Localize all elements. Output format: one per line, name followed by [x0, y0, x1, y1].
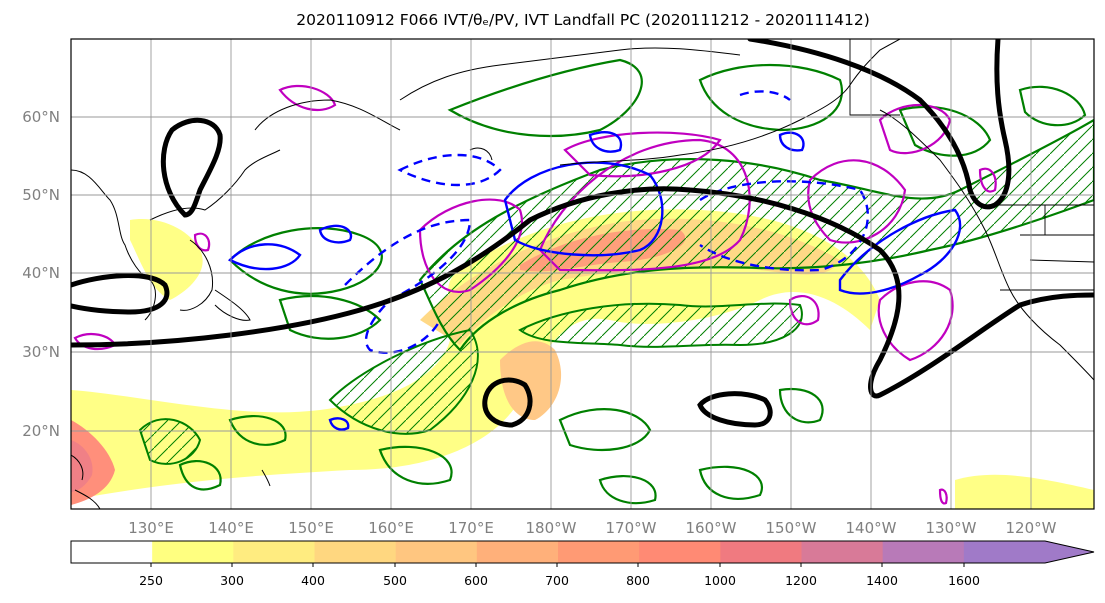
colorbar-tick-label: 250: [139, 573, 163, 588]
lon-labels: 130°E 140°E 150°E 160°E 170°E 180°W 170°…: [128, 519, 1056, 537]
pv-contours: [71, 39, 1094, 428]
colorbar-tick-label: 1400: [866, 573, 898, 588]
lon-label: 130°W: [926, 519, 977, 537]
colorbar-segment: [639, 541, 721, 563]
colorbar-tick-label: 400: [301, 573, 325, 588]
colorbar-ticks: [150, 563, 965, 567]
gridlines: [71, 39, 1094, 509]
colorbar-labels: 250 300 400 500 600 700 800 1000 1200 14…: [139, 573, 980, 588]
borders: [849, 39, 1094, 291]
map-content: [71, 39, 1094, 509]
colorbar-tick-label: 600: [464, 573, 488, 588]
colorbar-tick-label: 1200: [785, 573, 817, 588]
ivt-pc-hatching: [138, 118, 1094, 465]
colorbar-segment: [476, 541, 559, 563]
lon-label: 150°W: [766, 519, 817, 537]
lon-label: 180°W: [526, 519, 577, 537]
lon-label: 160°E: [368, 519, 414, 537]
lat-label: 50°N: [22, 186, 60, 204]
colorbar-tick-label: 700: [545, 573, 569, 588]
colorbar: 250 300 400 500 600 700 800 1000 1200 14…: [70, 540, 1095, 588]
colorbar-segment: [395, 541, 478, 563]
colorbar-segment: [801, 541, 884, 563]
lat-label: 60°N: [22, 108, 60, 126]
lon-label: 130°E: [128, 519, 174, 537]
lat-labels: 60°N 50°N 40°N 30°N 20°N: [22, 108, 60, 440]
lon-label: 170°E: [448, 519, 494, 537]
colorbar-segment: [963, 541, 1046, 563]
colorbar-segment: [882, 541, 965, 563]
lat-label: 30°N: [22, 343, 60, 361]
lon-label: 120°W: [1006, 519, 1057, 537]
colorbar-segment: [71, 541, 153, 563]
colorbar-tick-label: 800: [626, 573, 650, 588]
colorbar-segment: [233, 541, 315, 563]
colorbar-tick-label: 1000: [704, 573, 736, 588]
colorbar-segment: [152, 541, 234, 563]
colorbar-segment: [720, 541, 802, 563]
lon-label: 160°W: [686, 519, 737, 537]
colorbar-segments: [71, 541, 1094, 563]
colorbar-tick-label: 500: [383, 573, 407, 588]
lat-label: 40°N: [22, 264, 60, 282]
theta-e-contours: [227, 90, 962, 431]
colorbar-segment: [314, 541, 397, 563]
map-panel: 60°N 50°N 40°N 30°N 20°N 130°E 140°E 150…: [22, 38, 1095, 537]
colorbar-tick-label: 1600: [948, 573, 980, 588]
plot-title: 2020110912 F066 IVT/θₑ/PV, IVT Landfall …: [296, 11, 870, 29]
coastlines: [71, 39, 1094, 509]
lon-label: 170°W: [606, 519, 657, 537]
lon-label: 150°E: [288, 519, 334, 537]
lat-label: 20°N: [22, 422, 60, 440]
colorbar-tick-label: 300: [220, 573, 244, 588]
colorbar-frame: [70, 540, 1095, 564]
colorbar-extend-arrow: [1045, 541, 1094, 563]
map-frame: [70, 38, 1095, 510]
lon-label: 140°W: [846, 519, 897, 537]
colorbar-segment: [558, 541, 640, 563]
lon-label: 140°E: [208, 519, 254, 537]
